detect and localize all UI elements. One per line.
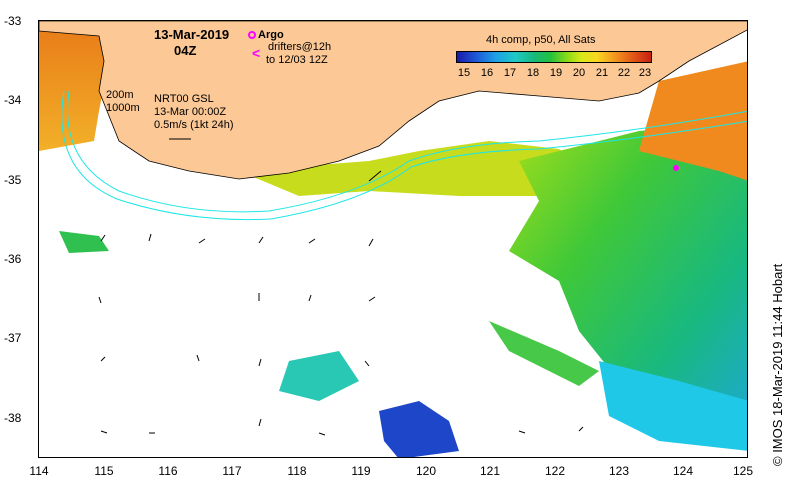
- y-tick-label: -34: [4, 93, 22, 107]
- isobath-1000: [61, 90, 747, 221]
- nrt-velocity-scale: 0.5m/s (1kt 24h): [154, 119, 234, 131]
- sst-patch-se-cool: [599, 361, 747, 451]
- map-date: 13-Mar-2019: [154, 27, 230, 42]
- argo-legend-label: Argo: [258, 29, 284, 41]
- colorbar-tick: 20: [572, 67, 586, 79]
- colorbar-tick: 15: [457, 67, 471, 79]
- sst-patch-mid-green-2: [489, 321, 599, 386]
- colorbar: [456, 51, 652, 63]
- x-tick-label: 114: [29, 464, 49, 478]
- colorbar-tick: 19: [549, 67, 563, 79]
- colorbar-tick: 22: [617, 67, 631, 79]
- isobath-1000-label: 1000m: [106, 102, 140, 114]
- y-tick-label: -38: [4, 411, 22, 425]
- x-tick-label: 115: [94, 464, 114, 478]
- x-tick-label: 118: [287, 464, 307, 478]
- isobath-200: [67, 90, 747, 213]
- map-time: 04Z: [174, 43, 197, 58]
- x-tick-label: 117: [222, 464, 242, 478]
- isobath-200-label: 200m: [106, 89, 134, 101]
- x-tick-label: 124: [672, 464, 694, 478]
- sst-patch-teal: [279, 351, 359, 401]
- x-tick-label: 116: [158, 464, 178, 478]
- nrt-label: NRT00 GSL: [154, 93, 214, 105]
- argo-legend-icon: [248, 31, 256, 39]
- colorbar-tick: 16: [480, 67, 494, 79]
- x-tick-label: 122: [544, 464, 566, 478]
- sst-patch-south: [379, 401, 459, 457]
- sst-map: [39, 21, 747, 457]
- map-frame: [38, 20, 748, 458]
- drifters-legend-sub: to 12/03 12Z: [266, 54, 328, 66]
- current-vectors: [98, 138, 584, 436]
- sst-patch-mid-green: [59, 231, 109, 253]
- copyright-footer: © IMOS 18-Mar-2019 11:44 Hobart: [770, 263, 785, 466]
- sst-patch-east: [509, 121, 747, 441]
- x-tick-label: 120: [415, 464, 437, 478]
- drifters-legend-label: drifters@12h: [268, 41, 332, 53]
- colorbar-tick: 21: [595, 67, 609, 79]
- colorbar-tick: 18: [526, 67, 540, 79]
- x-tick-label: 125: [732, 464, 754, 478]
- sst-patch-west: [39, 21, 109, 151]
- y-tick-label: -35: [4, 173, 22, 187]
- nrt-date: 13-Mar 00:00Z: [154, 106, 227, 118]
- drifter-legend-icon: <: [252, 45, 261, 61]
- x-tick-label: 123: [608, 464, 630, 478]
- sst-patch-shelf: [239, 141, 599, 196]
- x-tick-label: 119: [351, 464, 371, 478]
- colorbar-tick: 23: [638, 67, 652, 79]
- x-tick-label: 121: [479, 464, 501, 478]
- y-tick-label: -33: [4, 14, 22, 28]
- argo-float: [673, 165, 679, 171]
- colorbar-title: 4h comp, p50, All Sats: [486, 34, 596, 46]
- y-tick-label: -36: [4, 252, 22, 266]
- y-tick-label: -37: [4, 331, 22, 345]
- colorbar-tick: 17: [503, 67, 517, 79]
